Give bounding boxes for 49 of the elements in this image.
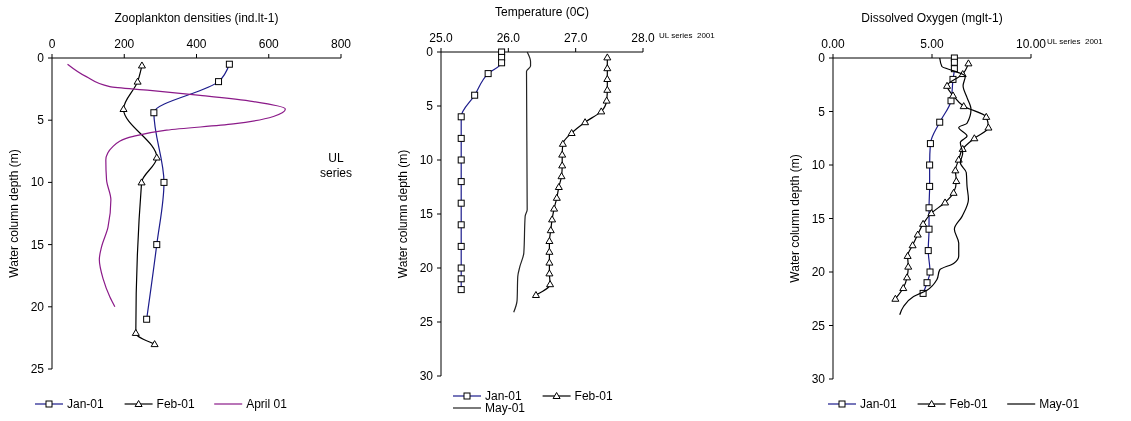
y-tick-label: 0 — [818, 51, 826, 65]
y-tick-label: 30 — [419, 369, 434, 383]
y-axis-title: Water column depth (m) — [7, 149, 21, 278]
legend-label: Feb-01 — [156, 397, 195, 411]
legend-label: Feb-01 — [949, 397, 988, 411]
x-axis-title: Temperature (0C) — [494, 5, 590, 19]
legend-label: May-01 — [1039, 397, 1080, 411]
legend-label: April 01 — [246, 397, 288, 411]
x-axis-title: Zooplankton densities (ind.lt-1) — [114, 11, 279, 25]
y-tick-label: 15 — [30, 237, 45, 252]
legend-label: Jan-01 — [67, 397, 105, 411]
y-tick-label: 15 — [419, 207, 434, 221]
y-axis-title: Water column depth (m) — [396, 149, 410, 279]
x-tick-label: 0 — [48, 37, 56, 51]
x-tick-label: 5.00 — [920, 37, 944, 51]
x-tick-label: 25.0 — [429, 31, 453, 45]
annotation: UL series — [319, 151, 353, 180]
y-tick-label: 20 — [30, 299, 45, 314]
y-tick-label: 5 — [818, 104, 826, 119]
x-tick-label: 200 — [114, 37, 135, 51]
y-axis-title: Water column depth (m) — [788, 154, 802, 283]
y-tick-label: 30 — [811, 372, 826, 386]
y-tick-label: 10 — [30, 175, 45, 190]
text: UL series 2001 — [659, 31, 716, 40]
y-tick-label: 20 — [811, 265, 826, 279]
legend-label: May-01 — [485, 401, 526, 415]
x-tick-label: 600 — [258, 37, 280, 51]
y-tick-label: 0 — [37, 51, 45, 65]
y-tick-label: 25 — [811, 318, 826, 333]
y-tick-label: 5 — [37, 113, 45, 128]
x-tick-label: 400 — [186, 37, 207, 51]
x-tick-label: 27.0 — [563, 31, 588, 45]
y-tick-label: 10 — [419, 153, 434, 167]
y-tick-label: 25 — [30, 362, 45, 376]
y-tick-label: 5 — [426, 99, 434, 113]
y-tick-label: 15 — [811, 211, 826, 226]
x-tick-label: 800 — [330, 37, 352, 51]
x-tick-label: 0.00 — [821, 37, 845, 51]
x-tick-label: 28.0 — [631, 31, 655, 45]
y-tick-label: 20 — [419, 261, 434, 275]
y-tick-label: 25 — [419, 315, 434, 329]
text: UL series 2001 — [1047, 37, 1104, 46]
x-axis-title: Dissolved Oxygen (mglt-1) — [861, 11, 1003, 25]
legend-label: Feb-01 — [574, 389, 613, 403]
legend-label: Jan-01 — [860, 397, 898, 411]
y-tick-label: 10 — [811, 158, 826, 172]
x-tick-label: 10.00 — [1015, 37, 1047, 51]
x-tick-label: 26.0 — [496, 31, 521, 45]
legend-label: Jan-01 — [485, 389, 523, 403]
